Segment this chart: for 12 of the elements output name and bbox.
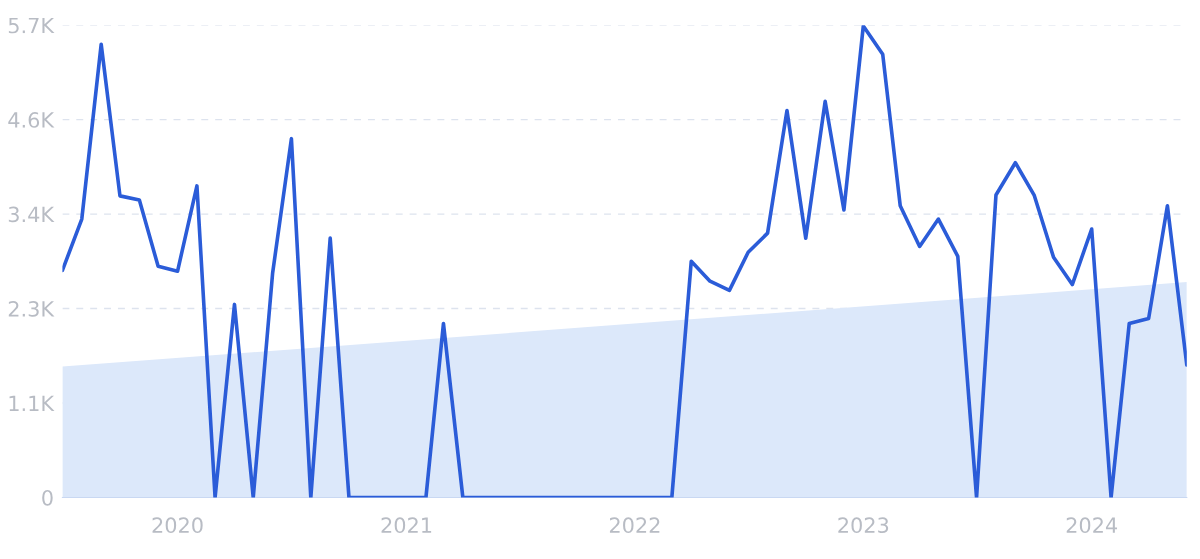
y-tick-label: 1.1K [9, 395, 55, 411]
y-tick-label: 0 [42, 489, 53, 506]
y-tick-label: 3.4K [8, 206, 55, 223]
x-tick-label: 2024 [1066, 517, 1118, 534]
y-tick-label: 4.6K [8, 112, 55, 128]
x-tick-label: 2023 [838, 517, 889, 534]
x-tick-label: 2020 [152, 517, 203, 534]
line-series [62, 25, 1187, 498]
y-tick-label: 5.7K [8, 17, 55, 34]
x-tick-label: 2021 [381, 517, 432, 534]
x-tick-label: 2022 [609, 517, 660, 534]
y-tick-label: 2.3K [8, 301, 55, 317]
